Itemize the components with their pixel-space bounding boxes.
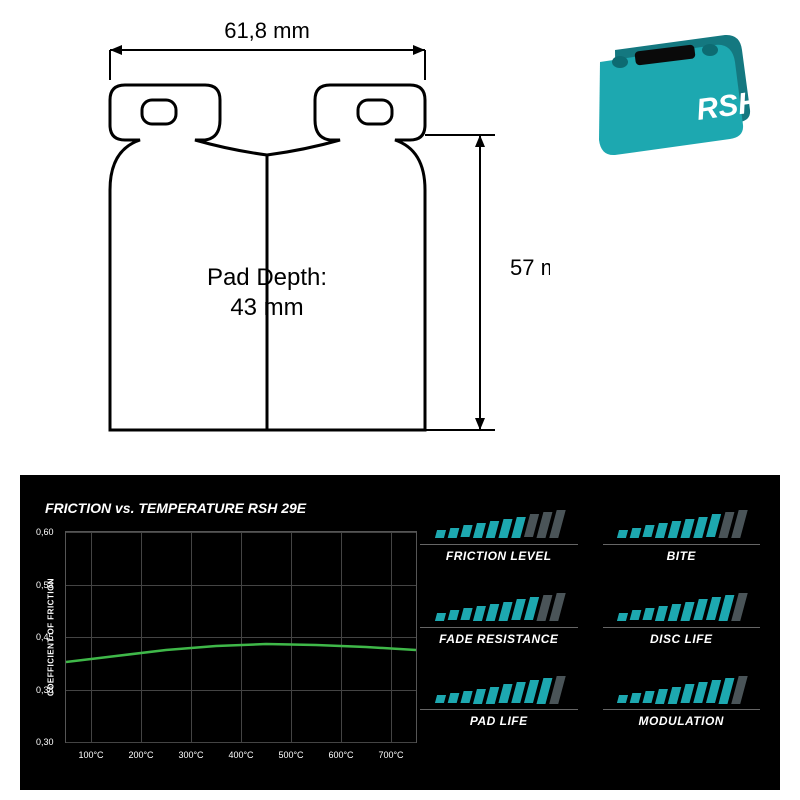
- rating-bars: [618, 676, 744, 704]
- rating-block: MODULATION: [603, 676, 761, 729]
- rating-label: BITE: [603, 544, 761, 563]
- width-dimension: 61,8 mm: [224, 18, 310, 43]
- rating-bars: [618, 510, 744, 538]
- x-tick: 100°C: [78, 750, 103, 760]
- rating-bars: [618, 593, 744, 621]
- y-tick: 0,60: [36, 527, 54, 537]
- y-tick: 0,30: [36, 737, 54, 747]
- chart-title: FRICTION vs. TEMPERATURE RSH 29E: [45, 500, 415, 516]
- x-tick: 700°C: [378, 750, 403, 760]
- rating-bars: [436, 510, 562, 538]
- depth-label-2: 43 mm: [230, 294, 303, 321]
- rating-label: PAD LIFE: [420, 709, 578, 728]
- rating-block: DISC LIFE: [603, 593, 761, 646]
- rating-block: FRICTION LEVEL: [420, 510, 578, 563]
- rating-bars: [436, 593, 562, 621]
- friction-chart: COEFFICIENT OF FRICTION 0,600,530,450,38…: [65, 531, 417, 743]
- ratings-grid: FRICTION LEVEL BITE FADE RESISTANCE DISC LI…: [420, 510, 760, 728]
- pad-dimension-diagram: 61,8 mm 57 mm Pad Depth: 43 mm: [30, 10, 550, 450]
- rating-label: MODULATION: [603, 709, 761, 728]
- rating-label: FRICTION LEVEL: [420, 544, 578, 563]
- rating-label: FADE RESISTANCE: [420, 627, 578, 646]
- depth-label-1: Pad Depth:: [207, 264, 327, 291]
- x-tick: 300°C: [178, 750, 203, 760]
- performance-panel: FRICTION vs. TEMPERATURE RSH 29E COEFFIC…: [20, 475, 780, 790]
- y-tick: 0,38: [36, 685, 54, 695]
- x-tick: 400°C: [228, 750, 253, 760]
- y-tick: 0,45: [36, 632, 54, 642]
- rating-block: BITE: [603, 510, 761, 563]
- rating-label: DISC LIFE: [603, 627, 761, 646]
- product-image: RSH: [580, 20, 780, 160]
- x-tick: 600°C: [328, 750, 353, 760]
- rating-bars: [436, 676, 562, 704]
- height-dimension: 57 mm: [510, 255, 550, 280]
- x-tick: 500°C: [278, 750, 303, 760]
- y-tick: 0,53: [36, 580, 54, 590]
- x-tick: 200°C: [128, 750, 153, 760]
- rating-block: PAD LIFE: [420, 676, 578, 729]
- rating-block: FADE RESISTANCE: [420, 593, 578, 646]
